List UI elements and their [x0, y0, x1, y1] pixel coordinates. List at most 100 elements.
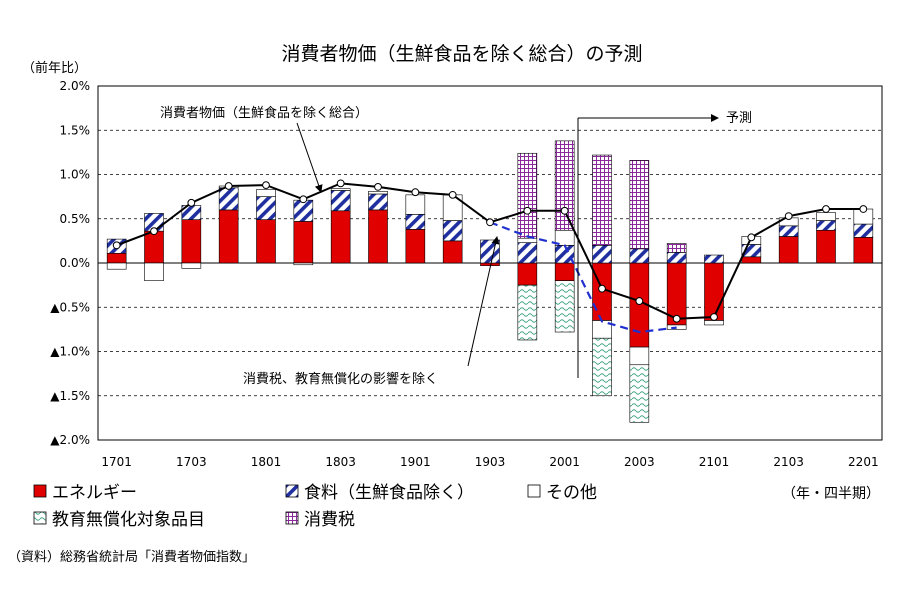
- y-axis-label: （前年比）: [22, 60, 87, 76]
- line-core-cpi-marker: [448, 190, 457, 199]
- bar-education: [554, 280, 575, 333]
- bar-consumption-tax: [629, 160, 650, 250]
- bar-consumption-tax: [592, 154, 612, 246]
- bar-consumption-tax: [554, 140, 575, 231]
- line-core-cpi-marker: [224, 182, 233, 190]
- legend-swatch-food: [285, 484, 299, 498]
- bar-other: [405, 194, 426, 215]
- bar-food: [816, 220, 836, 231]
- bar-food: [778, 225, 799, 237]
- bar-energy: [293, 221, 314, 264]
- x-tick-label: 2001: [549, 455, 580, 469]
- bar-other: [368, 191, 388, 195]
- x-tick-label: 2003: [624, 455, 655, 469]
- legend-swatch-consumption-tax: [285, 511, 299, 525]
- line-core-cpi-marker: [374, 182, 382, 191]
- x-tick-label: 1701: [101, 455, 132, 469]
- line-core-cpi-marker: [336, 179, 345, 188]
- bar-education: [592, 337, 612, 397]
- bar-food: [666, 252, 687, 264]
- bar-food: [256, 196, 276, 220]
- y-tick-label: ▲0.5%: [50, 300, 90, 314]
- bar-other: [330, 188, 351, 191]
- bar-energy: [778, 236, 799, 264]
- line-core-cpi-marker: [859, 205, 868, 213]
- y-tick-label: 1.0%: [60, 168, 91, 182]
- line-core-cpi-marker: [710, 313, 718, 321]
- plot-frame: [97, 85, 883, 441]
- x-tick-label: 2103: [773, 455, 804, 469]
- bar-education: [517, 284, 538, 341]
- line-core-cpi-marker: [672, 314, 681, 323]
- legend-label-other: その他: [546, 483, 597, 503]
- x-tick-label: 2201: [848, 455, 879, 469]
- bar-energy: [517, 262, 538, 286]
- line-core-cpi-marker: [523, 206, 532, 215]
- bar-consumption-tax: [517, 152, 538, 239]
- bar-energy: [853, 237, 874, 264]
- legend-label-energy: エネルギー: [52, 483, 137, 503]
- y-tick-label: 0.0%: [60, 256, 91, 270]
- line-core-cpi-marker: [112, 241, 121, 250]
- y-tick-label: ▲1.0%: [50, 345, 90, 359]
- line-excl-effects: [489, 221, 677, 334]
- bar-energy: [405, 229, 426, 264]
- bar-other: [181, 262, 202, 269]
- bar-other: [106, 262, 127, 270]
- bar-other: [256, 189, 276, 197]
- line-core-cpi-marker: [560, 206, 569, 215]
- line-core-cpi-marker: [262, 181, 270, 190]
- annotation-core-cpi: 消費者物価（生鮮食品を除く総合）: [160, 105, 368, 121]
- bar-food: [405, 214, 426, 230]
- bar-energy: [816, 229, 836, 264]
- bar-food: [368, 193, 388, 211]
- x-tick-labels: 1701 1703 1801 1803 1901 1903 2001 2003 2101 2103…: [101, 455, 878, 469]
- bar-other: [293, 262, 314, 266]
- legend-label-consumption-tax: 消費税: [304, 510, 355, 530]
- line-core-cpi-marker: [486, 218, 494, 227]
- y-tick-label: 1.5%: [60, 123, 91, 137]
- line-core-cpi-marker: [299, 195, 308, 204]
- x-axis-label: （年・四半期）: [782, 486, 880, 502]
- bar-food: [293, 199, 314, 222]
- bar-energy: [480, 262, 500, 266]
- x-tick-label: 1801: [251, 455, 282, 469]
- annotation-core-cpi-arrow: [296, 122, 323, 193]
- bar-food: [629, 248, 650, 264]
- annotation-forecast: 予測: [726, 111, 752, 126]
- bar-food: [853, 223, 874, 238]
- bar-energy: [144, 230, 164, 264]
- line-core-cpi-marker: [411, 188, 420, 197]
- bar-energy: [741, 256, 762, 264]
- legend-label-education: 教育無償化対象品目: [52, 510, 205, 530]
- bars: [106, 140, 874, 423]
- bar-other: [704, 320, 724, 326]
- x-tick-label: 1803: [325, 455, 356, 469]
- bar-food: [704, 254, 724, 264]
- bar-other: [144, 262, 164, 282]
- bar-energy: [256, 219, 276, 264]
- bar-food: [480, 239, 500, 264]
- line-core-cpi-marker: [822, 205, 830, 213]
- x-tick-label: 2101: [699, 455, 730, 469]
- bar-education: [629, 364, 650, 423]
- line-core-cpi-marker: [635, 297, 644, 305]
- bar-energy: [218, 209, 239, 264]
- bar-other: [816, 212, 836, 221]
- bar-energy: [554, 262, 575, 282]
- line-core-cpi-marker: [747, 233, 756, 242]
- bar-food: [517, 242, 538, 264]
- legend-swatch-energy: [33, 484, 47, 498]
- bar-consumption-tax: [666, 243, 687, 253]
- y-tick-label: 2.0%: [60, 79, 91, 93]
- bar-food: [442, 220, 463, 242]
- line-core-cpi-marker: [150, 227, 158, 236]
- bar-food: [592, 245, 612, 264]
- y-tick-label: ▲1.5%: [50, 389, 90, 403]
- annotation-excl-effects: 消費税、教育無償化の影響を除く: [243, 371, 438, 387]
- legend-swatch-other: [527, 484, 541, 498]
- source-note: （資料）総務省統計局「消費者物価指数」: [8, 549, 255, 565]
- bar-other: [629, 346, 650, 366]
- x-tick-label: 1901: [400, 455, 431, 469]
